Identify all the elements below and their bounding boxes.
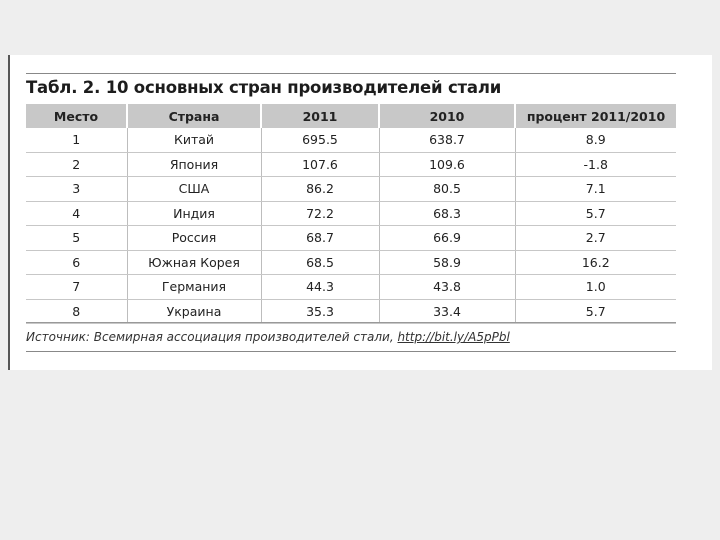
cell-2010: 33.4 (378, 299, 515, 324)
cell-2011: 35.3 (260, 299, 379, 324)
table-row: 6 Южная Корея 68.5 58.9 16.2 (26, 250, 676, 275)
cell-2011: 695.5 (260, 128, 379, 153)
cell-2010: 109.6 (378, 152, 515, 177)
cell-place: 5 (26, 225, 127, 251)
cell-2011: 72.2 (260, 201, 379, 226)
source-note: Источник: Всемирная ассоциация производи… (26, 330, 510, 344)
cell-2010: 43.8 (378, 274, 515, 300)
cell-2011: 107.6 (260, 152, 379, 177)
cell-percent: -1.8 (514, 152, 676, 177)
table-row: 4 Индия 72.2 68.3 5.7 (26, 201, 676, 226)
source-link[interactable]: http://bit.ly/A5pPbl (397, 330, 510, 344)
cell-2010: 68.3 (378, 201, 515, 226)
cell-percent: 1.0 (514, 274, 676, 300)
document-page: Табл. 2. 10 основных стран производителе… (8, 55, 712, 370)
cell-2010: 638.7 (378, 128, 515, 153)
cell-place: 4 (26, 201, 127, 226)
cell-country: Япония (126, 152, 261, 177)
table-row: 2 Япония 107.6 109.6 -1.8 (26, 152, 676, 177)
cell-country: Индия (126, 201, 261, 226)
cell-place: 3 (26, 176, 127, 202)
cell-place: 2 (26, 152, 127, 177)
steel-producers-table: Место Страна 2011 2010 процент 2011/2010… (26, 104, 676, 324)
cell-country: Россия (126, 225, 261, 251)
cell-place: 1 (26, 128, 127, 153)
source-text: Источник: Всемирная ассоциация производи… (26, 330, 398, 344)
cell-country: США (126, 176, 261, 202)
cell-percent: 7.1 (514, 176, 676, 202)
cell-2011: 86.2 (260, 176, 379, 202)
cell-2011: 68.5 (260, 250, 379, 275)
header-country: Страна (126, 104, 261, 128)
cell-2011: 68.7 (260, 225, 379, 251)
cell-place: 6 (26, 250, 127, 275)
table-row: 7 Германия 44.3 43.8 1.0 (26, 274, 676, 300)
header-2011: 2011 (260, 104, 379, 128)
cell-2010: 80.5 (378, 176, 515, 202)
table-bottom-rule (26, 322, 676, 323)
table-row: 1 Китай 695.5 638.7 8.9 (26, 128, 676, 153)
cell-country: Германия (126, 274, 261, 300)
table-row: 5 Россия 68.7 66.9 2.7 (26, 225, 676, 251)
table-row: 3 США 86.2 80.5 7.1 (26, 176, 676, 202)
cell-percent: 5.7 (514, 201, 676, 226)
cell-percent: 8.9 (514, 128, 676, 153)
cell-2010: 58.9 (378, 250, 515, 275)
cell-2011: 44.3 (260, 274, 379, 300)
table-title: Табл. 2. 10 основных стран производителе… (26, 78, 502, 97)
cell-country: Южная Корея (126, 250, 261, 275)
cell-percent: 5.7 (514, 299, 676, 324)
top-rule (26, 73, 676, 74)
cell-percent: 16.2 (514, 250, 676, 275)
cell-country: Китай (126, 128, 261, 153)
table-row: 8 Украина 35.3 33.4 5.7 (26, 299, 676, 324)
cell-percent: 2.7 (514, 225, 676, 251)
table-header-row: Место Страна 2011 2010 процент 2011/2010 (26, 104, 676, 128)
bottom-rule (26, 351, 676, 352)
cell-place: 8 (26, 299, 127, 324)
header-percent: процент 2011/2010 (514, 104, 676, 128)
cell-place: 7 (26, 274, 127, 300)
header-place: Место (26, 104, 127, 128)
header-2010: 2010 (378, 104, 515, 128)
cell-country: Украина (126, 299, 261, 324)
cell-2010: 66.9 (378, 225, 515, 251)
